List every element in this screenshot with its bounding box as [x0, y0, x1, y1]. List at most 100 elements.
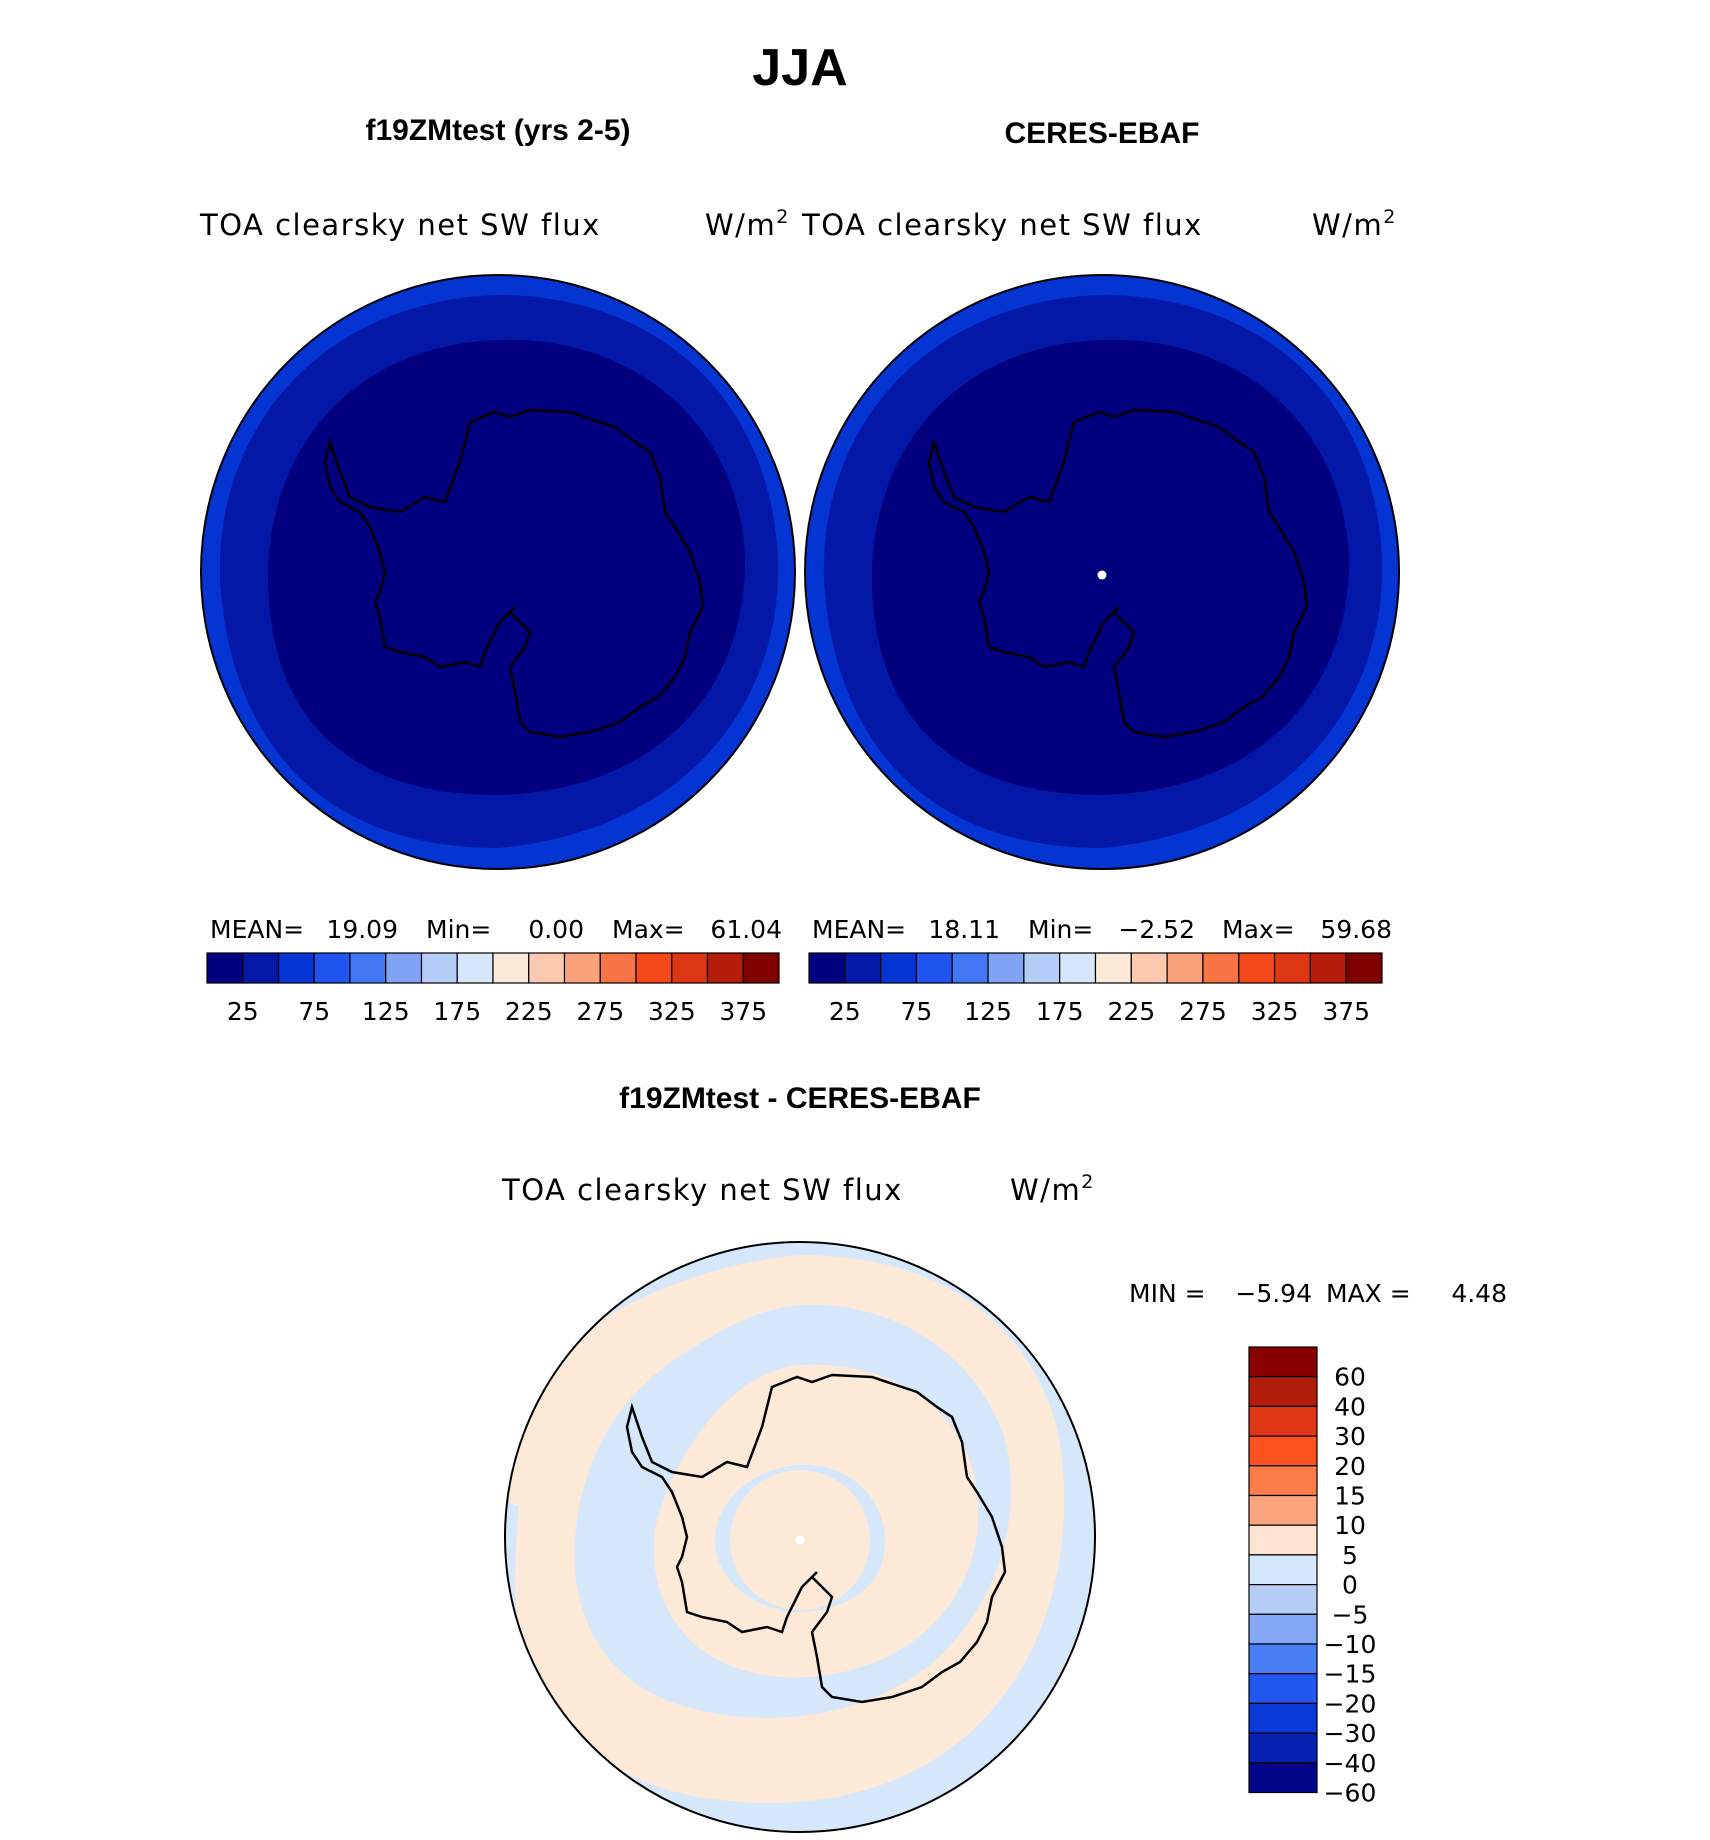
- colorbar-swatch: [1248, 1524, 1318, 1556]
- panel-obs-field-label: TOA clearsky net SW flux: [801, 208, 1203, 242]
- map-diff-border: [504, 1241, 1096, 1833]
- colorbar-tick-label: −20: [1324, 1689, 1377, 1718]
- colorbar-swatch: [951, 952, 989, 984]
- stat-max-value: 61.04: [710, 915, 782, 944]
- colorbar-swatch: [880, 952, 918, 984]
- colorbar-swatch: [742, 952, 780, 984]
- colorbar-swatch: [1273, 952, 1311, 984]
- colorbar-swatch: [420, 952, 458, 984]
- colorbar-swatch: [1248, 1554, 1318, 1586]
- colorbar-swatch: [1248, 1435, 1318, 1467]
- colorbar-tick-label: 60: [1334, 1363, 1366, 1392]
- colorbar-tick-label: 75: [298, 997, 330, 1026]
- colorbar-tick-label: 375: [719, 997, 767, 1026]
- panel-model-units: W/m2: [705, 206, 790, 242]
- colorbar-swatch: [1023, 952, 1061, 984]
- stat-max-label: Max=: [1222, 915, 1295, 944]
- panel-obs-case-title: CERES-EBAF: [1004, 117, 1199, 150]
- colorbar-tick-label: 275: [1179, 997, 1227, 1026]
- colorbar-tick-label: 225: [1107, 997, 1155, 1026]
- colorbar-swatch: [599, 952, 637, 984]
- colorbar-swatch: [242, 952, 280, 984]
- colorbar-tick-label: −10: [1324, 1630, 1377, 1659]
- panel-obs-units: W/m2: [1312, 206, 1397, 242]
- colorbar-swatch: [1248, 1376, 1318, 1407]
- colorbar-swatch: [1345, 952, 1383, 984]
- panel-obs-stats: MEAN= 18.11 Min= −2.52 Max= 59.68: [812, 915, 1392, 944]
- stat-mean-label: MEAN=: [812, 915, 906, 944]
- panel-model-field-label: TOA clearsky net SW flux: [199, 208, 601, 242]
- panel-diff-case-title: f19ZMtest - CERES-EBAF: [619, 1082, 981, 1115]
- panel-model-stats: MEAN= 19.09 Min= 0.00 Max= 61.04: [210, 915, 782, 944]
- colorbar-tick-label: 40: [1334, 1392, 1366, 1421]
- stat-min-label: Min=: [426, 915, 491, 944]
- diff-min-value: −5.94: [1235, 1279, 1312, 1308]
- colorbar-tick-label: −5: [1332, 1600, 1369, 1629]
- stat-min-value: 0.00: [528, 915, 584, 944]
- colorbar-tick-label: −60: [1324, 1779, 1377, 1808]
- stat-mean-value: 18.11: [928, 915, 1000, 944]
- map-obs: [805, 275, 1399, 869]
- map-model-border: [200, 274, 796, 870]
- stat-mean-label: MEAN=: [210, 915, 304, 944]
- map-diff-positive-inner-ring: [653, 1364, 979, 1678]
- colorbar-swatch: [1309, 952, 1347, 984]
- colorbar-tick-label: 10: [1334, 1511, 1366, 1540]
- colorbar-swatch: [385, 952, 423, 984]
- colorbar-swatch: [1238, 952, 1276, 984]
- colorbar-swatch: [1094, 952, 1132, 984]
- colorbar-tick-label: 125: [964, 997, 1012, 1026]
- colorbar-swatch: [528, 952, 566, 984]
- colorbar-model: 25 75 125 175 225 275 325 375: [206, 952, 780, 1026]
- colorbar-swatch: [1166, 952, 1204, 984]
- colorbar-tick-label: 225: [505, 997, 553, 1026]
- stat-max-label: Max=: [612, 915, 685, 944]
- colorbar-swatch: [1248, 1673, 1318, 1704]
- colorbar-tick-label: 175: [433, 997, 481, 1026]
- map-model: [201, 275, 795, 869]
- colorbar-tick-label: 375: [1322, 997, 1370, 1026]
- colorbar-swatch: [1248, 1346, 1318, 1378]
- panel-diff-field-label: TOA clearsky net SW flux: [501, 1173, 903, 1207]
- colorbar-swatch: [1202, 952, 1240, 984]
- colorbar-obs: 25 75 125 175 225 275 325 375: [808, 952, 1383, 1026]
- panel-diff-minmax: MIN = −5.94 MAX = 4.48: [1129, 1279, 1507, 1308]
- colorbar-swatch: [706, 952, 744, 984]
- colorbar-swatch: [456, 952, 494, 984]
- diff-max-label: MAX =: [1326, 1279, 1411, 1308]
- map-obs-band-inner: [872, 339, 1349, 795]
- colorbar-swatch: [1248, 1702, 1318, 1734]
- colorbar-tick-label: −40: [1324, 1749, 1377, 1778]
- stat-mean-value: 19.09: [326, 915, 398, 944]
- colorbar-tick-label: 5: [1342, 1541, 1358, 1570]
- colorbar-tick-label: 325: [648, 997, 696, 1026]
- colorbar-swatch: [313, 952, 351, 984]
- diff-min-label: MIN =: [1129, 1279, 1206, 1308]
- panel-diff: f19ZMtest - CERES-EBAF TOA clearsky net …: [501, 1082, 1507, 1833]
- colorbar-swatch: [1248, 1762, 1318, 1794]
- colorbar-swatch: [1059, 952, 1097, 984]
- panel-diff-units: W/m2: [1010, 1171, 1095, 1207]
- colorbar-tick-label: 325: [1251, 997, 1299, 1026]
- colorbar-tick-label: 25: [227, 997, 259, 1026]
- colorbar-swatch: [808, 952, 846, 984]
- colorbar-swatch: [1248, 1643, 1318, 1675]
- colorbar-swatch: [492, 952, 530, 984]
- colorbar-tick-label: 175: [1036, 997, 1084, 1026]
- stat-min-value: −2.52: [1118, 915, 1195, 944]
- diff-max-value: 4.48: [1451, 1279, 1507, 1308]
- stat-min-label: Min=: [1028, 915, 1093, 944]
- colorbar-swatch: [277, 952, 315, 984]
- stat-max-value: 59.68: [1320, 915, 1392, 944]
- colorbar-swatch: [915, 952, 953, 984]
- map-diff: [505, 1242, 1095, 1832]
- colorbar-tick-label: 0: [1342, 1571, 1358, 1600]
- map-diff-pole-dot: [795, 1535, 805, 1545]
- colorbar-swatch: [1248, 1583, 1318, 1615]
- colorbar-swatch: [1248, 1405, 1318, 1437]
- figure-title: JJA: [752, 39, 847, 97]
- map-model-band-inner: [268, 339, 745, 795]
- map-obs-pole-dot: [1097, 570, 1107, 580]
